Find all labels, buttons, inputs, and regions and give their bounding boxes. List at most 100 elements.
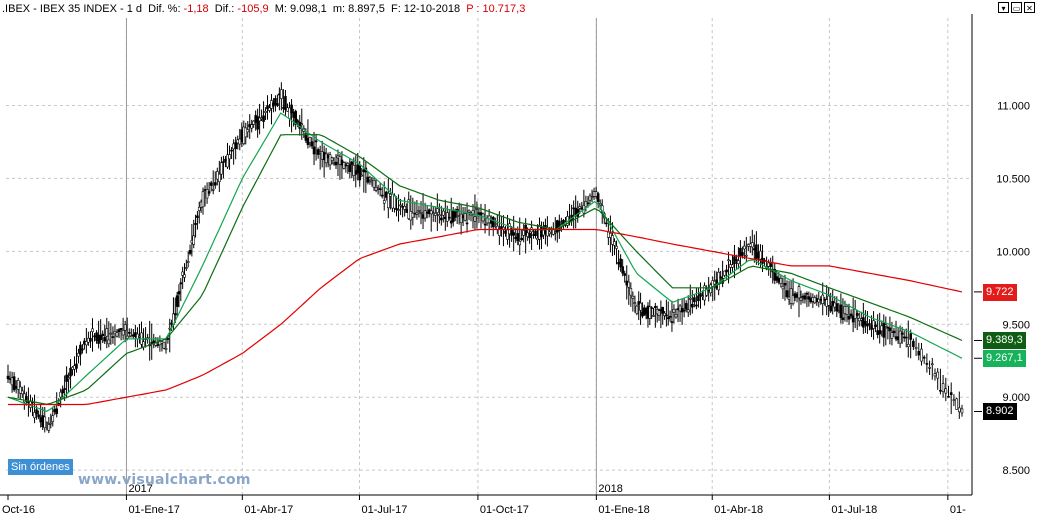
price-candle xyxy=(142,341,145,348)
price-candle xyxy=(888,327,892,332)
price-candle xyxy=(781,285,785,290)
price-candle xyxy=(717,271,720,291)
price-candle xyxy=(904,336,908,339)
price-candle xyxy=(168,327,172,330)
price-candle xyxy=(925,363,929,365)
price-candle xyxy=(300,123,304,125)
price-candle xyxy=(366,176,370,183)
price-candle xyxy=(872,320,875,329)
price-candle xyxy=(20,390,24,395)
price-candle xyxy=(136,333,139,340)
price-candle xyxy=(14,386,18,389)
price-candle xyxy=(695,304,698,307)
price-candle xyxy=(737,260,740,264)
price-candle xyxy=(648,306,652,319)
price-candle xyxy=(514,236,518,239)
price-candle xyxy=(955,398,958,410)
restore-icon[interactable]: ▭ xyxy=(1011,2,1022,13)
price-candle xyxy=(467,209,471,213)
price-candle xyxy=(933,373,937,377)
price-candle xyxy=(447,216,451,219)
price-candle xyxy=(421,214,425,219)
price-candle xyxy=(310,141,314,147)
price-candle xyxy=(590,196,594,198)
price-candle xyxy=(556,220,559,233)
x-tick-label: Oct-16 xyxy=(2,504,35,516)
price-candle xyxy=(882,322,886,338)
price-candle xyxy=(896,336,900,341)
price-candle xyxy=(10,377,14,386)
minimize-icon[interactable]: ▾ xyxy=(998,2,1009,13)
price-candle xyxy=(693,297,696,303)
price-candle xyxy=(663,312,666,316)
price-candle xyxy=(769,263,772,267)
price-candle xyxy=(238,138,242,145)
close-icon[interactable]: ✕ xyxy=(1024,2,1035,13)
price-candle xyxy=(580,207,584,210)
price-candle xyxy=(25,396,28,401)
price-candle xyxy=(268,107,271,111)
dif-pct-value: -1,18 xyxy=(183,3,209,15)
price-candle xyxy=(43,416,47,429)
x-tick-label: 01-Ene-18 xyxy=(598,504,649,516)
series-line-ma_fast xyxy=(7,112,963,412)
price-candle xyxy=(387,192,390,209)
orders-status-tag[interactable]: Sin órdenes xyxy=(8,459,73,475)
price-candle xyxy=(27,401,30,404)
price-candle xyxy=(841,317,845,320)
date-label: F: 12-10-2018 xyxy=(390,3,461,15)
price-candle xyxy=(902,336,906,339)
price-candle xyxy=(125,335,129,339)
price-candle xyxy=(625,280,629,286)
price-candle xyxy=(960,408,964,414)
price-candle xyxy=(878,330,881,335)
price-candle xyxy=(115,332,119,337)
price-candle xyxy=(134,332,137,338)
price-candle xyxy=(833,302,837,308)
price-candle xyxy=(805,293,809,295)
price-candle xyxy=(617,262,620,265)
price-candle xyxy=(686,309,690,313)
price-candle xyxy=(8,378,12,380)
price-candle xyxy=(757,252,760,259)
price-candle xyxy=(138,336,141,338)
price-candle xyxy=(393,195,396,209)
y-tick-label: 10.500 xyxy=(996,173,1030,185)
price-candle xyxy=(312,146,316,155)
price-candle xyxy=(244,127,248,138)
price-candle xyxy=(411,212,415,218)
price-candle xyxy=(665,314,668,317)
price-candle xyxy=(939,389,942,392)
last-value-tag: 8.902 xyxy=(983,403,1017,421)
y-tick-label: 10.000 xyxy=(996,246,1030,258)
price-candle xyxy=(372,179,376,188)
price-candle xyxy=(719,276,722,279)
price-candle xyxy=(725,269,728,273)
price-candle xyxy=(196,215,199,218)
year-label: 2017 xyxy=(128,483,152,495)
dif-value: -105,9 xyxy=(237,3,269,15)
price-candle xyxy=(324,153,328,164)
price-candle xyxy=(890,332,894,339)
price-candle xyxy=(284,96,287,110)
price-candle xyxy=(113,330,117,335)
price-candle xyxy=(407,199,411,220)
price-candle xyxy=(425,211,429,214)
price-candle xyxy=(678,305,682,312)
price-candle xyxy=(389,193,392,197)
price-candle xyxy=(627,281,631,288)
price-candle xyxy=(85,341,88,346)
price-candle xyxy=(376,187,380,190)
price-candle xyxy=(605,222,608,225)
price-candle xyxy=(684,303,688,310)
price-candle xyxy=(413,212,417,215)
price-candle xyxy=(49,422,53,425)
price-candle xyxy=(405,209,409,213)
price-candle xyxy=(123,324,127,331)
price-candle xyxy=(252,120,255,125)
price-candle xyxy=(129,335,133,338)
price-candle xyxy=(691,303,694,308)
price-candle xyxy=(75,363,78,369)
x-tick-label: 01-Abr-18 xyxy=(714,504,763,516)
